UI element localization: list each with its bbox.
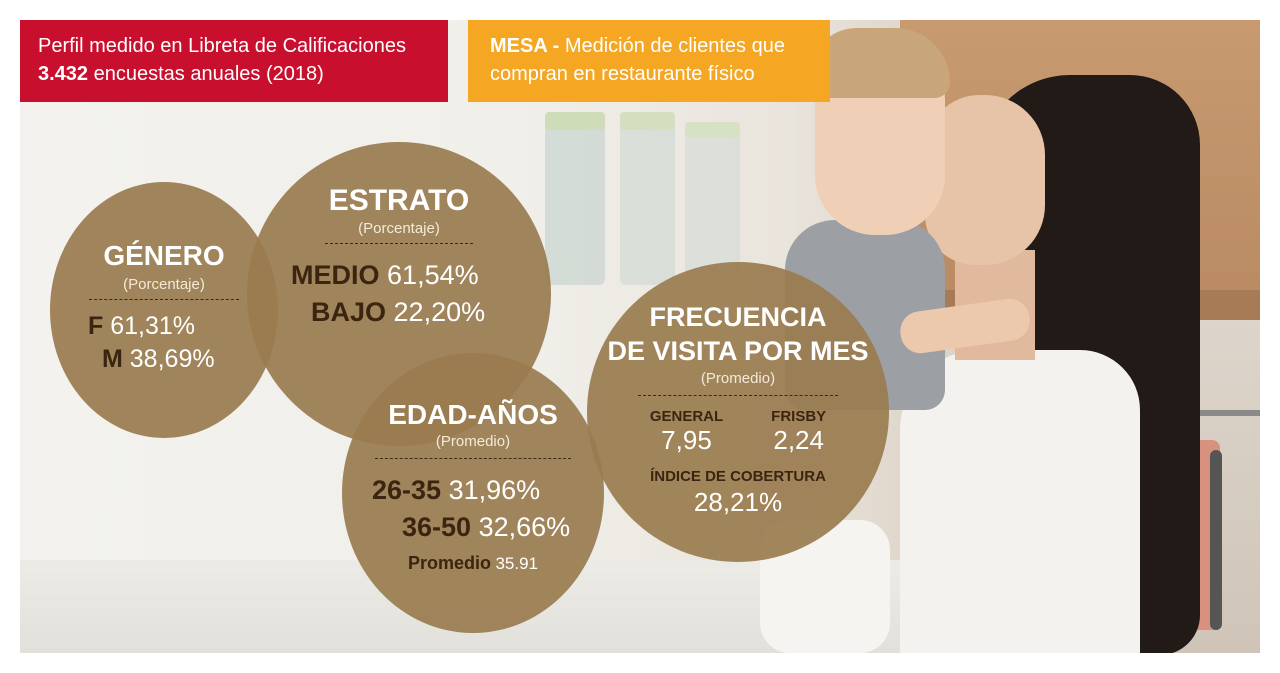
divider: [638, 395, 838, 396]
edad-value: 32,66%: [478, 512, 571, 542]
genero-row-m: M 38,69%: [50, 345, 278, 374]
edad-row-1: 26-35 31,96%: [342, 475, 604, 506]
genero-title: GÉNERO: [103, 240, 225, 271]
survey-banner: Perfil medido en Libreta de Calificacion…: [20, 20, 448, 102]
banner-line-1: Perfil medido en Libreta de Calificacion…: [38, 35, 406, 57]
estrato-row-bajo: BAJO 22,20%: [247, 297, 551, 328]
banner-line-2: compran en restaurante físico: [490, 63, 755, 85]
genero-key: M: [102, 345, 123, 373]
genero-subtitle: (Porcentaje): [123, 276, 205, 293]
frecuencia-title-1: FRECUENCIA: [649, 302, 827, 332]
estrato-row-medio: MEDIO 61,54%: [247, 260, 551, 291]
estrato-value: 61,54%: [387, 260, 479, 290]
edad-value: 31,96%: [448, 475, 541, 505]
estrato-subtitle: (Porcentaje): [358, 220, 440, 237]
edad-circle: EDAD-AÑOS (Promedio) 26-35 31,96% 36-50 …: [342, 353, 604, 633]
survey-count: 3.432: [38, 63, 89, 85]
woman-face: [925, 95, 1045, 265]
mesa-banner: MESA - Medición de clientes que compran …: [468, 20, 830, 102]
promedio-value: 35.91: [495, 554, 539, 573]
survey-count-text: encuestas anuales (2018): [88, 63, 324, 85]
edad-promedio: Promedio 35.91: [342, 553, 604, 574]
general-value: 7,95: [661, 425, 712, 455]
indice-label: ÍNDICE DE COBERTURA: [650, 468, 826, 485]
promedio-label: Promedio: [408, 553, 492, 573]
glass-jar: [620, 115, 675, 285]
banner-line-1: MESA - Medición de clientes que: [490, 32, 814, 60]
indice-value: 28,21%: [693, 487, 783, 517]
jar-lid: [685, 122, 740, 138]
genero-key: F: [88, 312, 104, 340]
banner-line-2: 3.432 encuestas anuales (2018): [38, 60, 432, 88]
utensil-rail: [1140, 410, 1260, 416]
glass-jar: [545, 115, 605, 285]
general-stat: GENERAL 7,95: [650, 408, 723, 456]
hanging-utensil: [1210, 450, 1222, 630]
genero-value: 38,69%: [129, 345, 215, 373]
genero-value: 61,31%: [110, 312, 196, 340]
divider: [325, 243, 473, 244]
frisby-stat: FRISBY 2,24: [771, 408, 826, 456]
divider: [375, 458, 571, 459]
frisby-label: FRISBY: [771, 408, 827, 425]
mesa-label: MESA -: [490, 35, 560, 57]
edad-row-2: 36-50 32,66%: [342, 512, 604, 543]
edad-key: 36-50: [402, 512, 472, 542]
boy-hair: [810, 28, 950, 98]
estrato-value: 22,20%: [393, 297, 486, 327]
genero-circle: GÉNERO (Porcentaje) F 61,31% M 38,69%: [50, 182, 278, 438]
genero-row-f: F 61,31%: [50, 312, 278, 341]
edad-title: EDAD-AÑOS: [388, 399, 558, 430]
frecuencia-circle: FRECUENCIA DE VISITA POR MES (Promedio) …: [587, 262, 889, 562]
jar-lid: [545, 112, 605, 130]
estrato-key: MEDIO: [291, 260, 380, 290]
estrato-title: ESTRATO: [328, 184, 470, 217]
divider: [89, 299, 239, 300]
frisby-value: 2,24: [773, 425, 824, 455]
mesa-text: Medición de clientes que: [559, 35, 785, 57]
photo-background: [20, 20, 1260, 653]
edad-key: 26-35: [372, 475, 442, 505]
frecuencia-subtitle: (Promedio): [700, 370, 776, 387]
edad-subtitle: (Promedio): [435, 433, 511, 450]
estrato-key: BAJO: [311, 297, 387, 327]
jar-lid: [620, 112, 675, 130]
frecuencia-stats: GENERAL 7,95 FRISBY 2,24: [587, 408, 889, 456]
general-label: GENERAL: [649, 408, 724, 425]
glass-jar: [685, 125, 740, 275]
frecuencia-title-2: DE VISITA POR MES: [607, 336, 869, 366]
